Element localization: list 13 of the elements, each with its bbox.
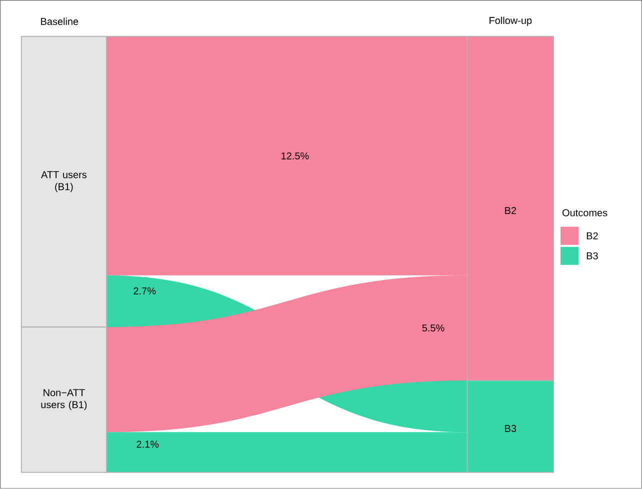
category-label: ATT users (B1) (41, 171, 87, 192)
category-label: Non−ATT users (B1) (41, 389, 87, 410)
text: B3 (505, 425, 516, 432)
text: Follow-up (490, 16, 532, 26)
text: Baseline (41, 18, 78, 26)
legend-label: B3 (586, 252, 598, 260)
legend-label: B2 (586, 232, 598, 240)
data-label: 2.1% (136, 440, 159, 448)
data-label: 5.5% (422, 324, 444, 332)
text: B2 (505, 207, 516, 214)
legend-title: Outcomes (562, 209, 608, 216)
data-label: 12.5% (282, 152, 309, 160)
data-label: 2.7% (134, 288, 156, 295)
